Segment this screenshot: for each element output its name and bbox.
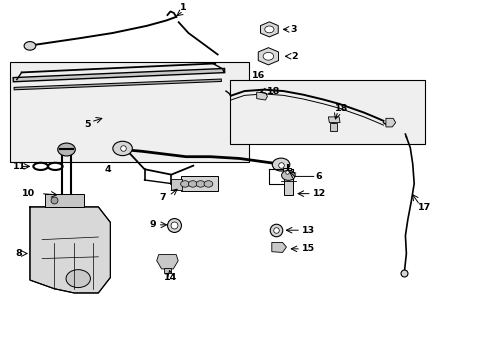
Circle shape <box>58 143 75 156</box>
Circle shape <box>203 181 212 187</box>
Circle shape <box>180 181 189 187</box>
Text: 13: 13 <box>302 226 315 235</box>
Text: 10: 10 <box>21 189 35 198</box>
Text: 15: 15 <box>302 244 315 253</box>
Polygon shape <box>260 22 278 37</box>
Circle shape <box>264 26 273 33</box>
Circle shape <box>113 141 132 156</box>
Polygon shape <box>258 48 278 65</box>
Text: 8: 8 <box>15 249 21 258</box>
Circle shape <box>188 181 197 187</box>
Text: 12: 12 <box>312 189 325 198</box>
Bar <box>171 179 182 190</box>
Circle shape <box>281 170 295 180</box>
Text: 14: 14 <box>163 273 177 282</box>
Polygon shape <box>30 207 110 293</box>
Circle shape <box>24 41 36 50</box>
Bar <box>229 80 424 144</box>
Circle shape <box>263 53 273 60</box>
Text: 1: 1 <box>180 3 186 12</box>
Text: 9: 9 <box>149 220 156 229</box>
Text: 2: 2 <box>290 52 297 61</box>
Polygon shape <box>157 255 178 269</box>
Bar <box>163 268 171 273</box>
Bar <box>181 176 217 192</box>
Bar <box>10 62 249 162</box>
Text: 18: 18 <box>266 86 279 95</box>
Text: 3: 3 <box>290 25 297 34</box>
Bar <box>44 194 83 207</box>
Text: 4: 4 <box>104 166 111 175</box>
Text: 6: 6 <box>315 172 321 181</box>
Circle shape <box>196 181 204 187</box>
Polygon shape <box>328 117 339 123</box>
Bar <box>283 175 293 195</box>
Circle shape <box>272 158 289 171</box>
Polygon shape <box>330 123 336 131</box>
Text: 5: 5 <box>84 120 91 129</box>
Polygon shape <box>256 92 267 100</box>
Polygon shape <box>385 118 395 127</box>
Text: 7: 7 <box>159 193 165 202</box>
Circle shape <box>66 270 90 288</box>
Text: 11: 11 <box>13 162 26 171</box>
Text: 17: 17 <box>417 203 430 212</box>
Text: 18: 18 <box>334 104 347 113</box>
Text: 16: 16 <box>251 71 264 80</box>
Polygon shape <box>271 242 286 252</box>
